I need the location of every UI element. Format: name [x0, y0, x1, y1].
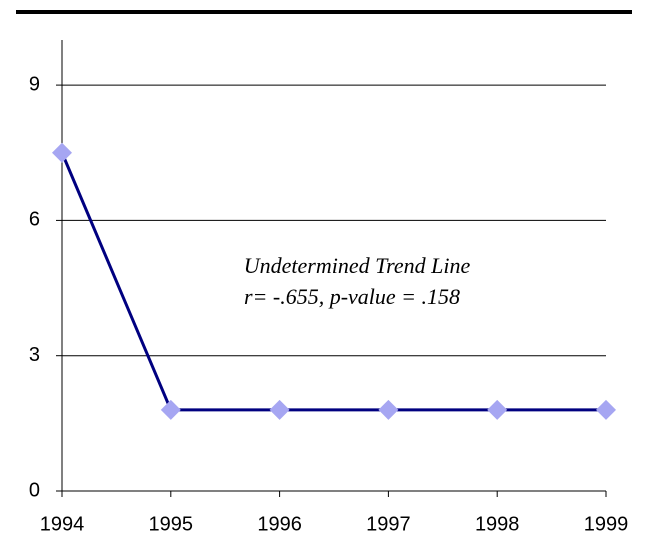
x-tick-label: 1996	[257, 513, 302, 535]
y-tick-label: 9	[29, 73, 40, 95]
y-tick-label: 3	[29, 344, 40, 366]
annotation: r= -.655, p-value = .158	[244, 284, 460, 309]
x-tick-label: 1995	[149, 513, 194, 535]
marker	[596, 399, 616, 420]
annotation: Undetermined Trend Line	[244, 253, 471, 278]
x-tick-label: 1999	[584, 513, 629, 535]
x-tick-label: 1998	[475, 513, 520, 535]
marker	[160, 399, 181, 420]
marker	[378, 399, 399, 420]
marker	[487, 399, 508, 420]
y-tick-label: 6	[29, 209, 40, 231]
marker	[269, 399, 290, 420]
series-line	[60, 152, 606, 412]
x-tick-label: 1997	[366, 513, 411, 535]
x-tick-label: 1994	[40, 513, 85, 535]
y-tick-label: 0	[29, 479, 40, 501]
marker	[52, 142, 72, 163]
